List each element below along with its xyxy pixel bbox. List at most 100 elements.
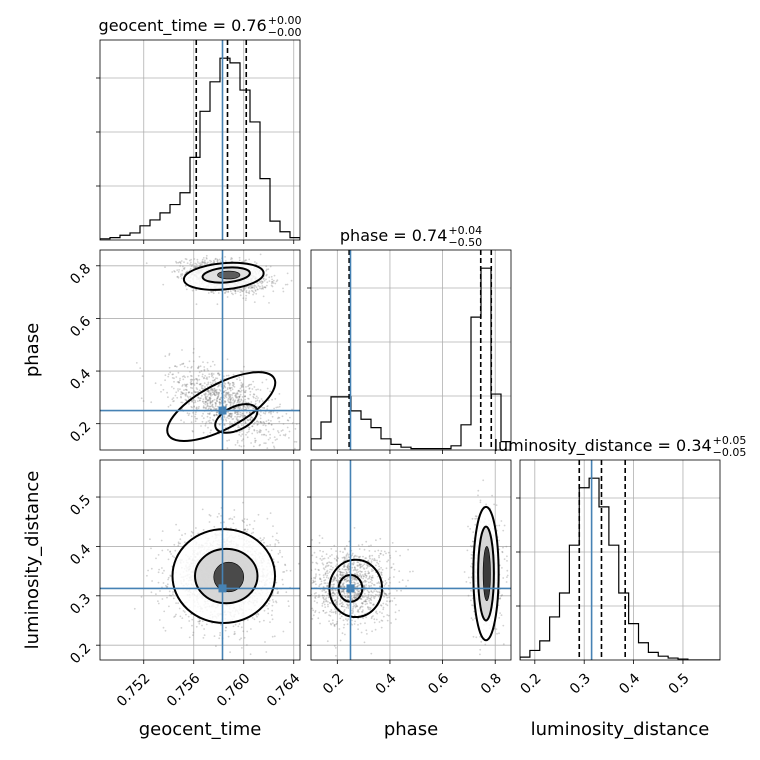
sample-point <box>214 394 217 397</box>
sample-point <box>242 416 244 419</box>
sample-point <box>219 260 222 263</box>
sample-point <box>256 288 259 290</box>
sample-point <box>199 383 202 386</box>
sample-point <box>303 413 305 415</box>
sample-point <box>198 399 201 402</box>
sample-point <box>256 431 259 434</box>
sample-point <box>190 421 193 424</box>
sample-point <box>190 265 193 267</box>
sample-point <box>217 384 220 386</box>
sample-point <box>282 423 285 425</box>
sample-point <box>256 424 259 426</box>
sample-point <box>215 377 217 380</box>
sample-point <box>238 376 241 379</box>
sample-point <box>191 392 194 395</box>
sample-point <box>214 403 217 406</box>
sample-point <box>234 444 237 446</box>
sample-point <box>258 620 261 623</box>
sample-point <box>252 380 255 383</box>
sample-point <box>242 401 245 403</box>
sample-point <box>203 394 206 396</box>
hist-panel-luminosity-distance <box>516 459 721 664</box>
sample-point <box>244 528 247 531</box>
sample-point <box>167 405 170 408</box>
sample-point <box>160 384 162 386</box>
sample-point <box>235 393 237 396</box>
sample-point <box>284 433 287 436</box>
sample-point <box>208 413 211 415</box>
sample-point <box>197 366 199 369</box>
sample-point <box>236 396 239 399</box>
sample-point <box>293 447 296 450</box>
hist-panel-geocent-time <box>96 39 301 244</box>
sample-point <box>223 415 226 417</box>
histogram-step <box>520 477 720 660</box>
sample-point <box>208 397 211 399</box>
sample-point <box>244 422 247 424</box>
sample-point <box>287 600 290 603</box>
sample-point <box>268 302 270 304</box>
sample-point <box>227 391 230 394</box>
sample-point <box>243 518 246 520</box>
contour-group <box>171 528 276 624</box>
sample-point <box>256 429 258 432</box>
sample-point <box>214 405 217 407</box>
sample-point <box>244 421 247 424</box>
sample-point <box>207 383 210 385</box>
sample-point <box>253 408 256 410</box>
sample-point <box>224 386 227 389</box>
sample-point <box>258 413 260 416</box>
sample-point <box>232 522 235 525</box>
sample-point <box>277 553 280 555</box>
sample-point <box>282 571 284 573</box>
sample-point <box>265 434 268 437</box>
sample-point <box>146 574 148 577</box>
sample-point <box>212 389 215 392</box>
sample-point <box>283 571 286 573</box>
sample-point <box>237 424 240 427</box>
sample-point <box>229 412 232 415</box>
sample-point <box>277 430 279 432</box>
sample-point <box>206 389 209 392</box>
sample-point <box>246 401 248 404</box>
sample-point <box>242 405 245 408</box>
sample-point <box>254 402 257 405</box>
sample-point <box>269 265 272 268</box>
sample-point <box>200 383 202 385</box>
sample-point <box>258 430 261 433</box>
sample-point <box>264 410 267 413</box>
sample-point <box>247 426 250 429</box>
sample-point <box>290 279 293 282</box>
sample-point <box>168 605 170 608</box>
sample-point <box>185 388 188 391</box>
sample-point <box>342 564 345 566</box>
sample-point <box>258 444 261 447</box>
sample-point <box>240 382 243 384</box>
sample-point <box>227 291 230 293</box>
sample-point <box>224 382 227 385</box>
sample-point <box>236 411 239 413</box>
sample-point <box>202 261 205 264</box>
sample-point <box>160 539 163 542</box>
sample-point <box>217 372 219 375</box>
sample-point <box>277 592 279 594</box>
sample-point <box>229 387 231 390</box>
sample-point <box>205 254 208 257</box>
sample-point <box>215 411 218 414</box>
sample-point <box>167 375 170 378</box>
sample-point <box>223 416 226 419</box>
sample-point <box>247 384 250 386</box>
sample-point <box>229 401 231 404</box>
sample-point <box>247 419 249 422</box>
sample-point <box>236 413 239 415</box>
sample-point <box>232 392 235 395</box>
sample-point <box>284 283 287 286</box>
sample-point <box>275 406 278 409</box>
sample-point <box>236 419 239 422</box>
sample-point <box>203 393 206 396</box>
sample-point <box>174 365 176 368</box>
sample-point <box>271 278 273 281</box>
sample-point <box>190 380 193 383</box>
sample-point <box>270 284 273 287</box>
sample-point <box>211 391 214 393</box>
